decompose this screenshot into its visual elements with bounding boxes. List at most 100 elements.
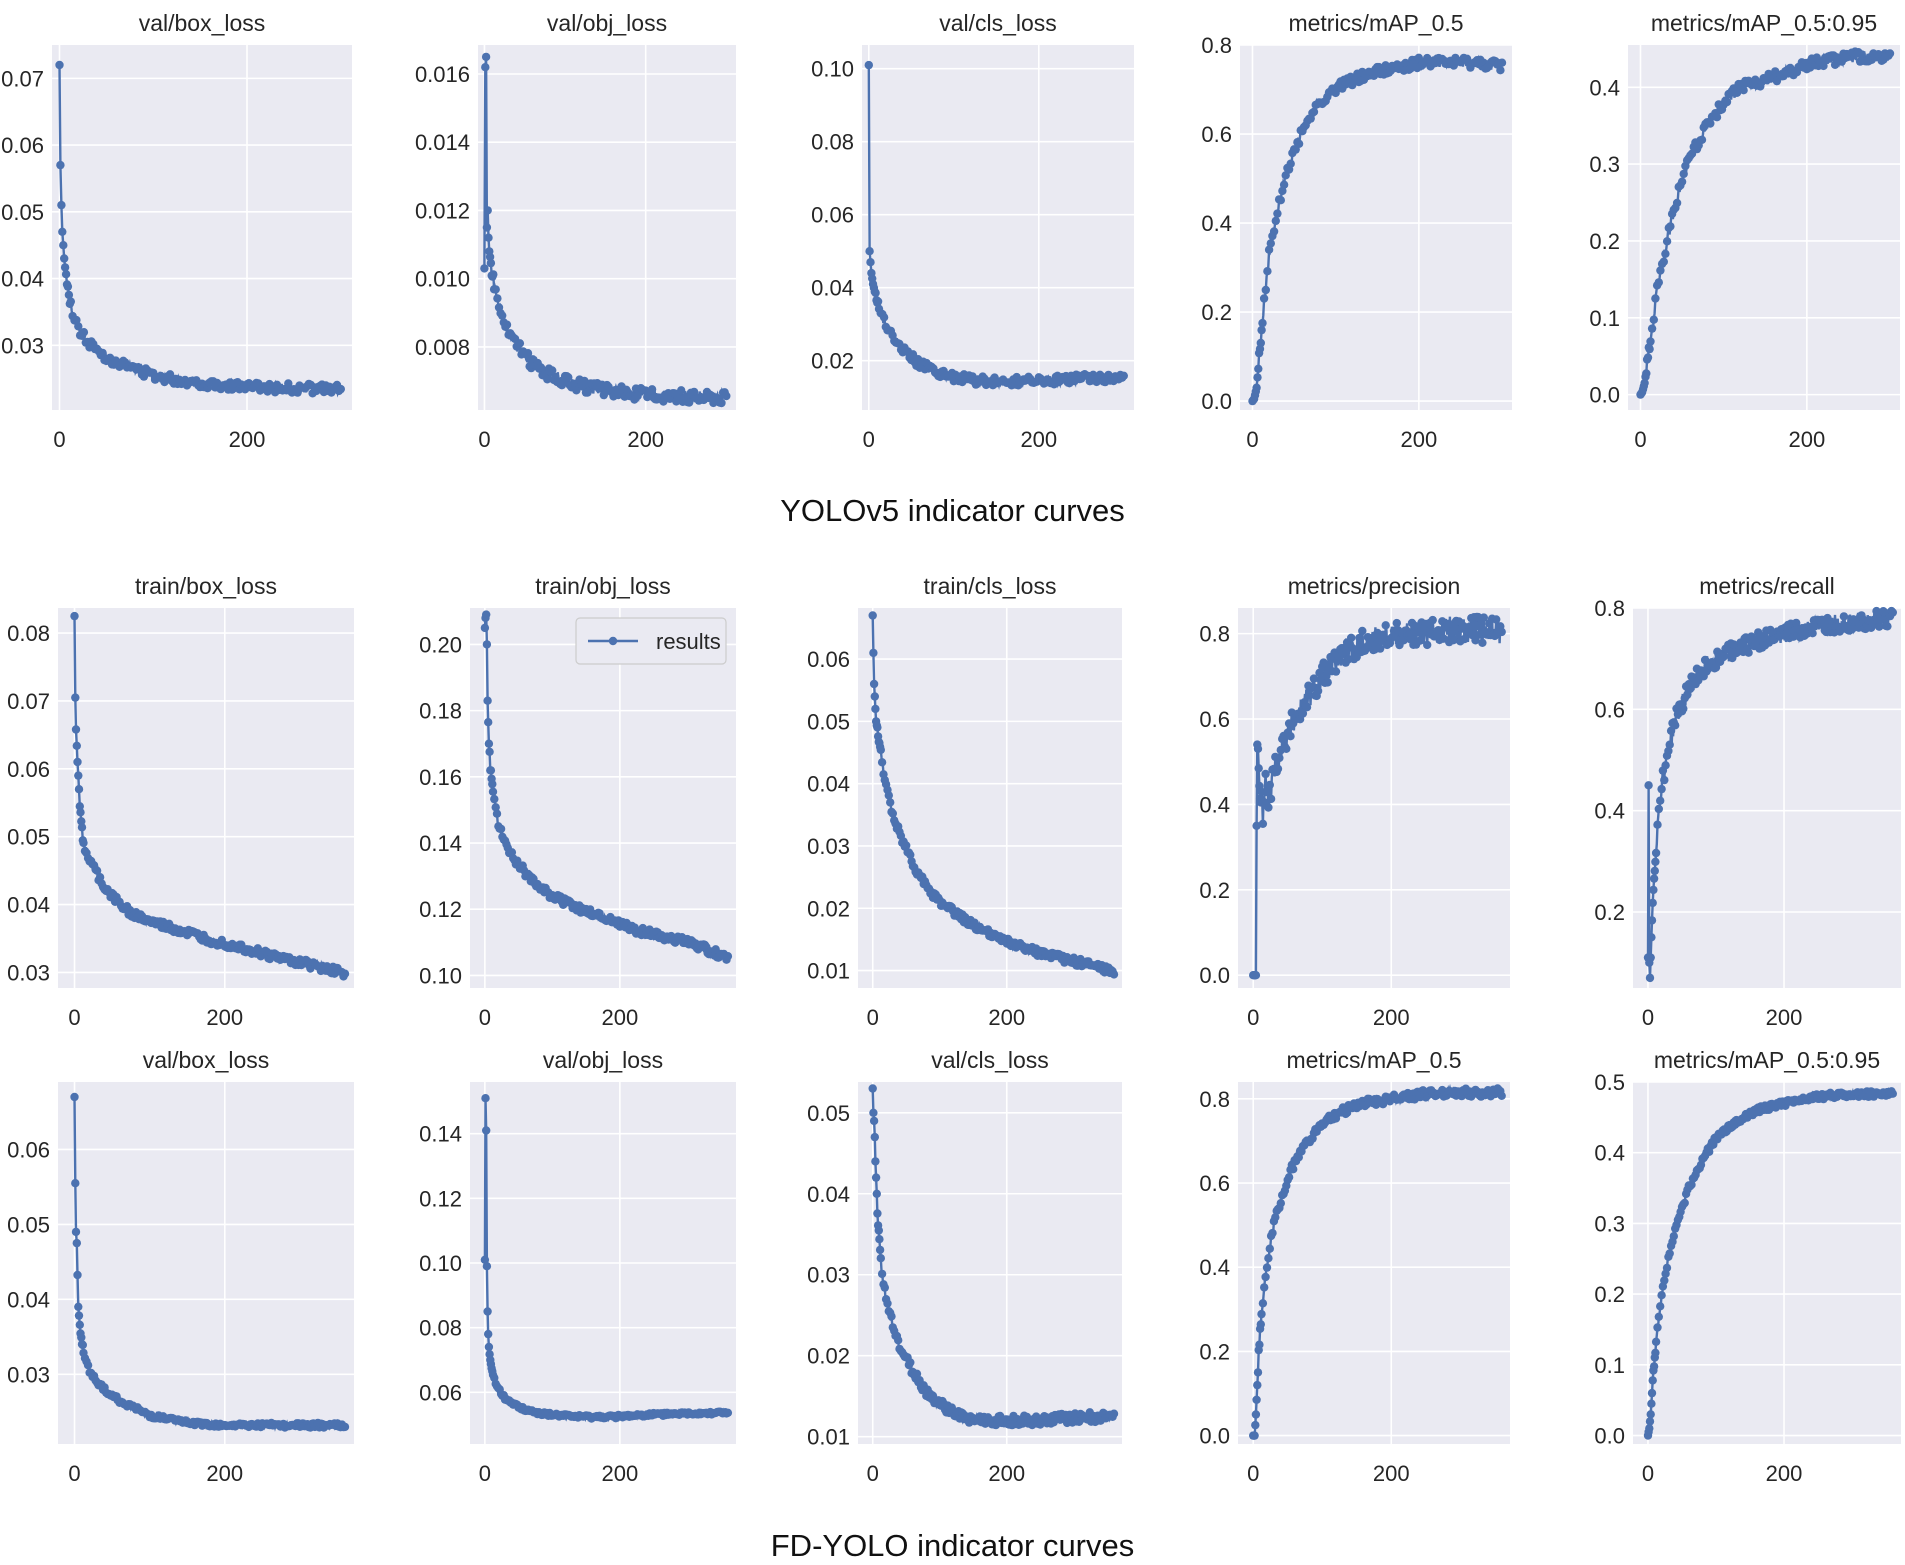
data-point [1264, 245, 1274, 254]
y-tick-label: 0.03 [1, 333, 44, 358]
data-point [1119, 371, 1129, 380]
y-tick-label: 0.06 [1, 133, 44, 158]
chart-title: val/obj_loss [547, 10, 667, 36]
data-point [1685, 684, 1695, 694]
y-tick-label: 0.05 [1, 200, 44, 225]
series-markers [1643, 1087, 1898, 1440]
data-point [887, 1312, 896, 1321]
data-point [491, 285, 500, 294]
data-point [1654, 804, 1664, 814]
y-tick-label: 0.8 [1199, 622, 1230, 647]
data-point [877, 1269, 887, 1279]
y-tick-label: 0.04 [807, 772, 850, 797]
chart-panel-13: 0.01 0.02 0.03 0.04 0.05 0 200 val/cls_loss [807, 1047, 1122, 1486]
data-point [74, 1311, 84, 1320]
y-tick-label: 0.10 [419, 963, 462, 988]
y-tick-label: 0.18 [419, 699, 462, 724]
data-point [880, 1283, 889, 1292]
chart-title: val/cls_loss [939, 10, 1057, 36]
data-point [1109, 970, 1119, 979]
data-point [1276, 196, 1286, 205]
y-tick-label: 0.4 [1199, 792, 1230, 817]
data-point [77, 1333, 86, 1342]
data-point [1261, 769, 1270, 779]
y-tick-label: 0.6 [1201, 122, 1232, 147]
data-point [1732, 88, 1742, 98]
data-point [95, 873, 105, 882]
y-tick-label: 0.06 [811, 203, 854, 228]
data-point [1883, 622, 1892, 631]
data-point [1258, 819, 1268, 828]
data-point [875, 1235, 884, 1244]
data-point [875, 1245, 885, 1255]
y-tick-label: 0.5 [1594, 1070, 1625, 1095]
y-tick-label: 0.01 [807, 959, 850, 984]
data-point [1744, 648, 1753, 657]
y-tick-label: 0.02 [807, 1344, 850, 1369]
data-point [723, 952, 733, 961]
y-tick-label: 0.12 [419, 1186, 462, 1211]
y-tick-label: 0.03 [807, 834, 850, 859]
data-point [1416, 636, 1425, 645]
data-point [496, 824, 506, 834]
y-tick-label: 0.1 [1589, 306, 1620, 331]
data-point [483, 1307, 492, 1316]
x-tick-label: 0 [863, 427, 875, 452]
data-point [1319, 658, 1328, 667]
data-point [498, 311, 507, 320]
x-tick-label: 0 [1246, 427, 1258, 452]
data-point [871, 288, 880, 298]
chart-panel-8: 0.01 0.02 0.03 0.04 0.05 0.06 0 200 train/cls_lo… [807, 573, 1122, 1030]
y-tick-label: 0.03 [807, 1263, 850, 1288]
x-tick-label: 200 [1766, 1461, 1803, 1486]
data-point [63, 282, 73, 291]
data-point [572, 386, 581, 395]
data-point [340, 1422, 350, 1432]
y-tick-label: 0.04 [7, 893, 50, 918]
data-point [912, 1369, 922, 1379]
y-tick-label: 0.2 [1201, 300, 1232, 325]
data-point [902, 841, 911, 850]
data-point [1653, 1323, 1662, 1332]
data-point [486, 766, 496, 775]
data-point [1497, 58, 1507, 67]
data-point [1649, 885, 1658, 895]
data-point [481, 52, 491, 62]
chart-title: metrics/mAP_0.5:0.95 [1654, 1047, 1880, 1073]
chart-title: val/box_loss [143, 1047, 270, 1073]
chart-panel-14: 0.0 0.2 0.4 0.6 0.8 0 200 metrics/mAP_0.5 [1199, 1047, 1510, 1486]
data-point [490, 794, 499, 804]
data-point [873, 723, 882, 732]
data-point [906, 1358, 915, 1367]
data-point [482, 1262, 492, 1271]
data-point [1331, 667, 1341, 676]
data-point [1697, 135, 1707, 144]
data-point [1679, 169, 1688, 179]
plot-area [470, 608, 736, 988]
data-point [1665, 1249, 1674, 1258]
data-point [1719, 652, 1729, 661]
chart-title: metrics/recall [1699, 573, 1834, 599]
data-point [1376, 644, 1385, 653]
data-point [886, 798, 895, 807]
data-point [874, 1226, 883, 1235]
data-point [548, 366, 557, 375]
data-point [480, 623, 490, 633]
data-point [491, 803, 500, 812]
data-point [1259, 294, 1269, 303]
x-tick-label: 200 [1400, 427, 1437, 452]
y-tick-label: 0.05 [807, 709, 850, 734]
chart-title: train/cls_loss [924, 573, 1057, 599]
y-tick-label: 0.0 [1199, 963, 1230, 988]
y-tick-label: 0.12 [419, 897, 462, 922]
data-point [1257, 1309, 1266, 1319]
series-markers [1249, 1084, 1506, 1440]
data-point [685, 398, 694, 407]
data-point [1263, 267, 1272, 276]
data-point [1265, 1244, 1275, 1253]
data-point [1266, 794, 1276, 804]
data-point [1656, 1302, 1665, 1311]
data-point [883, 1299, 892, 1308]
x-tick-label: 200 [1373, 1005, 1410, 1030]
data-point [1322, 671, 1331, 681]
